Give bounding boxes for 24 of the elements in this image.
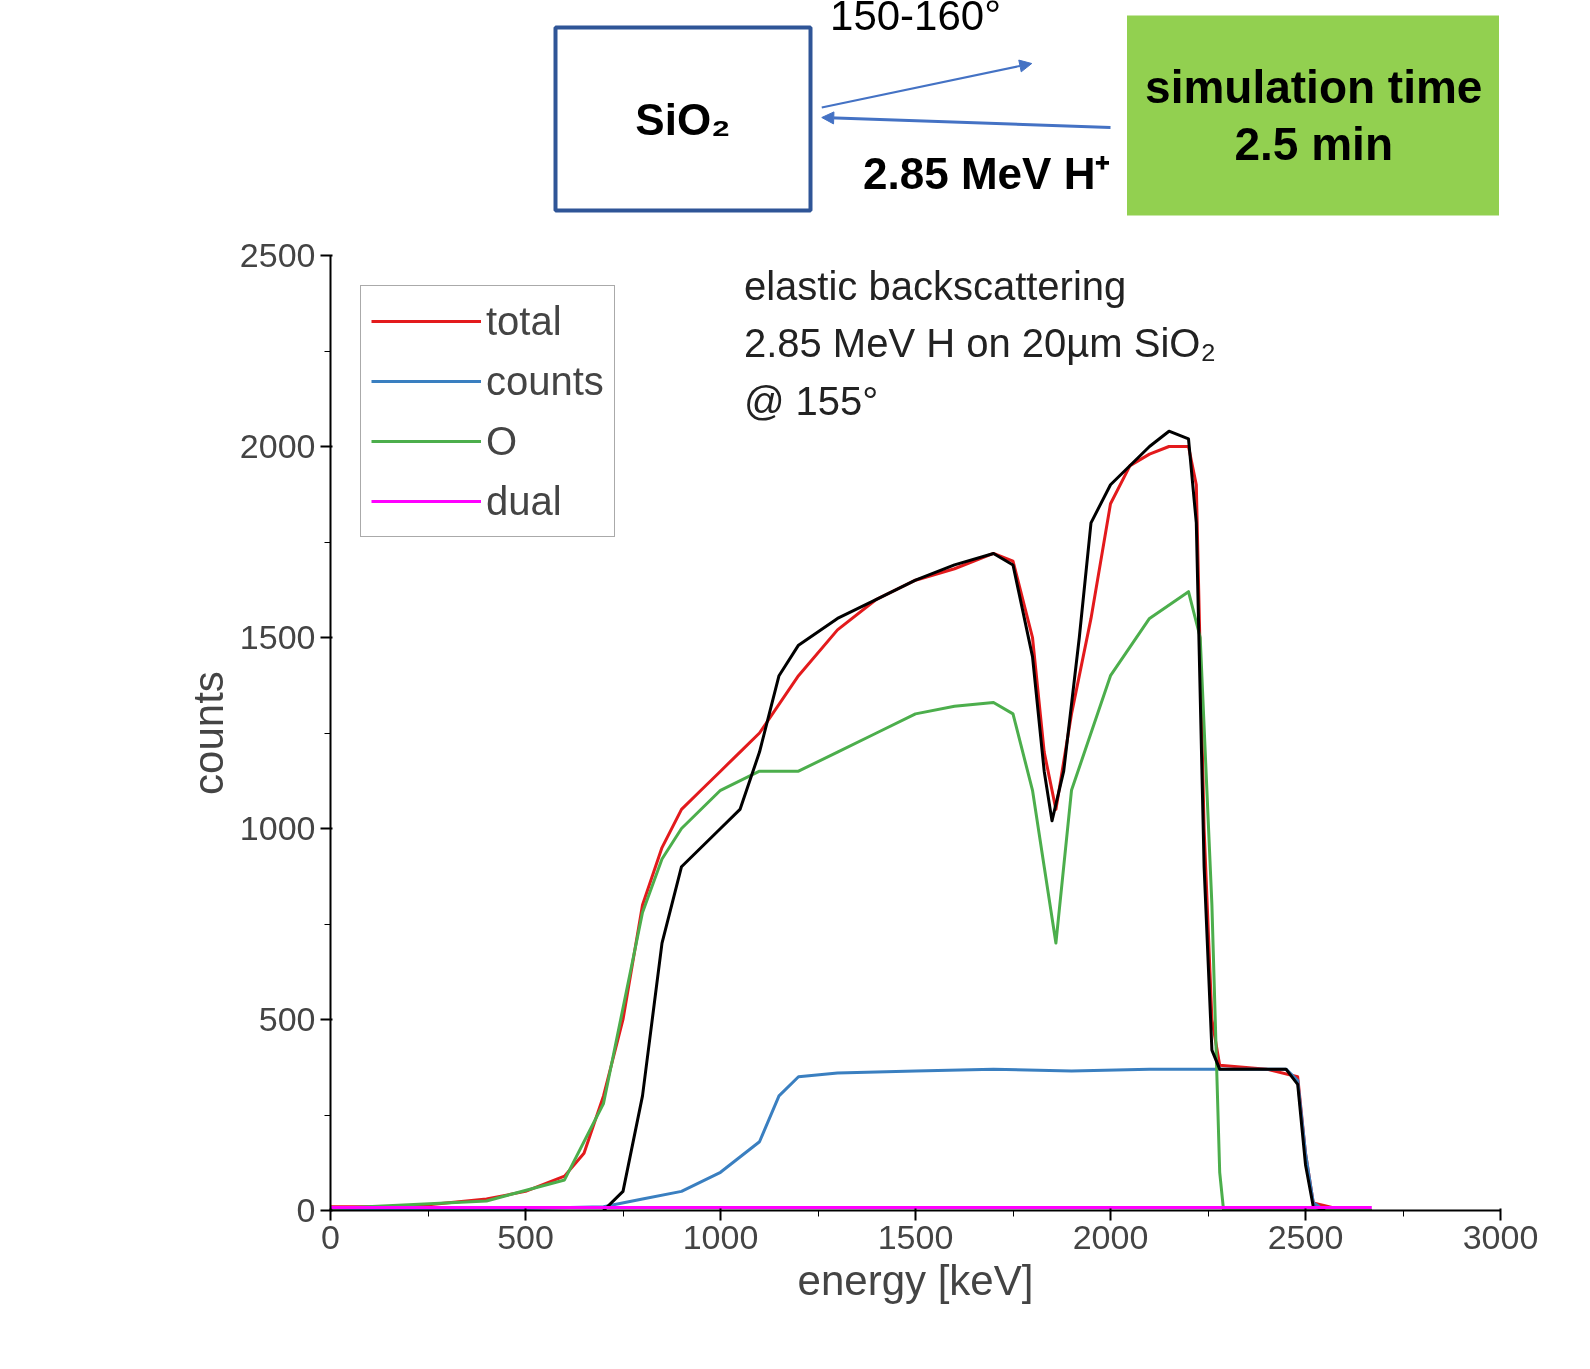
legend-label: dual	[486, 477, 562, 525]
x-tick-label: 0	[321, 1217, 340, 1256]
y-tick-label: 2000	[239, 427, 316, 465]
text: 2.85 MeV H⁺	[863, 149, 1111, 198]
text: simulation time 2.5 min	[1145, 60, 1483, 171]
y-tick-label: 0	[296, 1191, 316, 1229]
x-tick-label: 2000	[1072, 1217, 1149, 1256]
y-tick-label: 1500	[239, 618, 316, 656]
y-tick-label: 1000	[239, 809, 316, 847]
y-axis-title: counts	[184, 671, 232, 795]
legend-label: counts	[486, 357, 604, 405]
x-axis-title: energy [keV]	[797, 1256, 1034, 1304]
y-tick-label: 500	[258, 1000, 316, 1038]
text: 150-160°	[830, 0, 1001, 39]
x-tick-label: 3000	[1462, 1217, 1539, 1256]
x-tick-label: 1000	[682, 1217, 759, 1256]
x-tick-label: 1500	[877, 1217, 954, 1256]
y-tick-label: 2500	[239, 236, 316, 274]
x-tick-label: 2500	[1267, 1217, 1344, 1256]
legend-label: total	[486, 297, 562, 345]
text: SiO₂	[635, 95, 731, 144]
x-tick-label: 500	[497, 1217, 554, 1256]
legend-label: O	[486, 417, 518, 465]
annotation: elastic backscattering 2.85 MeV H on 20µm SiO₂ @ 155°	[743, 264, 1217, 423]
